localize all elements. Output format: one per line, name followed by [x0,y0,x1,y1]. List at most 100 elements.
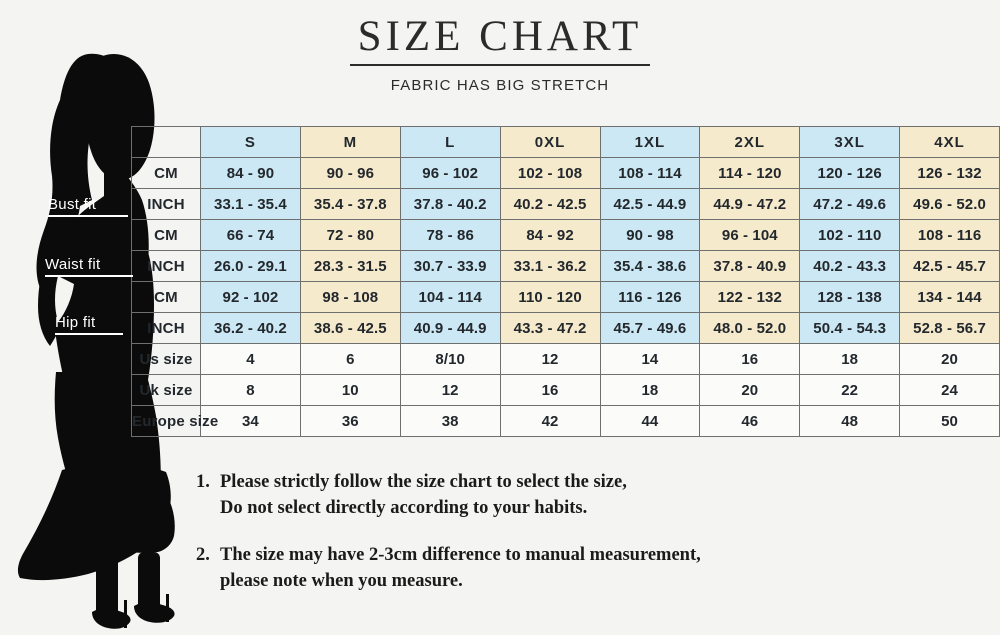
cell-waist-inch-4xl: 42.5 - 45.7 [899,250,1000,282]
cell-hip-inch-3xl: 50.4 - 54.3 [799,312,901,344]
row-label-waist-cm: CM [131,219,201,251]
cell-hip-inch-4xl: 52.8 - 56.7 [899,312,1000,344]
cell-us-us-size-1xl: 14 [599,343,701,375]
size-chart-table: S M L 0XL 1XL 2XL 3XL 4XL CM 84 - 90 90 - 96 96 - … [131,126,1000,437]
cell-us-us-size-0xl: 12 [499,343,601,375]
cell-hip-cm-m: 98 - 108 [299,281,401,313]
cell-bust-inch-s: 33.1 - 35.4 [200,188,301,220]
cell-us-us-size-4xl: 20 [899,343,1000,375]
note-1-line-1: Please strictly follow the size chart to… [220,472,627,492]
fit-label-bust-text: Bust fit [48,196,97,213]
note-2-line-2: please note when you measure. [220,570,463,591]
cell-hip-cm-1xl: 116 - 126 [599,281,701,313]
cell-hip-inch-s: 36.2 - 40.2 [200,312,301,344]
cell-bust-cm-0xl: 102 - 108 [499,157,601,189]
cell-hip-inch-0xl: 43.3 - 47.2 [499,312,601,344]
size-header-1xl: 1XL [599,126,701,158]
cell-waist-cm-0xl: 84 - 92 [499,219,601,251]
cell-hip-cm-4xl: 134 - 144 [899,281,1000,313]
cell-uk-uk-size-s: 8 [200,374,301,406]
cell-uk-uk-size-4xl: 24 [899,374,1000,406]
table-row: Uk size 8 10 12 16 18 20 22 24 [131,374,1000,406]
size-header-m: M [299,126,401,158]
cell-uk-uk-size-3xl: 22 [799,374,901,406]
cell-hip-inch-l: 40.9 - 44.9 [399,312,501,344]
table-row: Us size 4 6 8/10 12 14 16 18 20 [131,343,1000,375]
row-label-bust-inch: INCH [131,188,201,220]
cell-hip-cm-0xl: 110 - 120 [499,281,601,313]
row-label-hip-cm: CM [131,281,201,313]
cell-bust-inch-2xl: 44.9 - 47.2 [699,188,801,220]
cell-bust-cm-l: 96 - 102 [399,157,501,189]
cell-bust-cm-m: 90 - 96 [299,157,401,189]
cell-waist-cm-3xl: 102 - 110 [799,219,901,251]
table-row: CM 66 - 74 72 - 80 78 - 86 84 - 92 90 - 98 96 … [131,219,1000,251]
fit-label-waist-text: Waist fit [45,256,101,273]
size-header-4xl: 4XL [899,126,1000,158]
cell-hip-cm-s: 92 - 102 [200,281,301,313]
cell-eu-europe-size-0xl: 42 [499,405,601,437]
cell-bust-inch-l: 37.8 - 40.2 [399,188,501,220]
note-1: 1. Please strictly follow the size chart … [196,470,986,521]
cell-waist-cm-l: 78 - 86 [399,219,501,251]
cell-bust-cm-4xl: 126 - 132 [899,157,1000,189]
cell-hip-cm-l: 104 - 114 [399,281,501,313]
cell-uk-uk-size-l: 12 [399,374,501,406]
title-divider [350,64,650,67]
notes-section: 1. Please strictly follow the size chart … [196,470,986,616]
cell-eu-europe-size-3xl: 48 [799,405,901,437]
table-row: INCH 33.1 - 35.4 35.4 - 37.8 37.8 - 40.2 40.… [131,188,1000,220]
row-label-waist-inch: INCH [131,250,201,282]
cell-us-us-size-3xl: 18 [799,343,901,375]
cell-waist-inch-2xl: 37.8 - 40.9 [699,250,801,282]
row-label-uk-uk-size: Uk size [131,374,201,406]
cell-eu-europe-size-l: 38 [399,405,501,437]
size-header-3xl: 3XL [799,126,901,158]
title-block: SIZE CHART FABRIC HAS BIG STRETCH [0,14,1000,94]
note-1-line-2: Do not select directly according to your… [220,497,588,518]
cell-eu-europe-size-1xl: 44 [599,405,701,437]
cell-hip-inch-1xl: 45.7 - 49.6 [599,312,701,344]
row-label-eu-europe-size: Europe size [131,405,218,437]
table-row: CM 84 - 90 90 - 96 96 - 102 102 - 108 108 - 1… [131,157,1000,189]
table-corner-cell [131,126,201,158]
cell-eu-europe-size-4xl: 50 [899,405,1000,437]
cell-bust-inch-3xl: 47.2 - 49.6 [799,188,901,220]
cell-waist-cm-m: 72 - 80 [299,219,401,251]
cell-waist-inch-1xl: 35.4 - 38.6 [599,250,701,282]
table-header-row: S M L 0XL 1XL 2XL 3XL 4XL [131,126,1000,158]
cell-uk-uk-size-1xl: 18 [599,374,701,406]
cell-hip-inch-2xl: 48.0 - 52.0 [699,312,801,344]
cell-us-us-size-2xl: 16 [699,343,801,375]
cell-us-us-size-s: 4 [200,343,301,375]
cell-eu-europe-size-2xl: 46 [699,405,801,437]
cell-us-us-size-l: 8/10 [399,343,501,375]
table-row: CM 92 - 102 98 - 108 104 - 114 110 - 120 116 … [131,281,1000,313]
table-row: INCH 36.2 - 40.2 38.6 - 42.5 40.9 - 44.9 43.… [131,312,1000,344]
size-chart-table-container: S M L 0XL 1XL 2XL 3XL 4XL CM 84 - 90 90 - 96 96 - … [131,126,1000,437]
cell-uk-uk-size-2xl: 20 [699,374,801,406]
size-header-l: L [399,126,501,158]
cell-waist-inch-m: 28.3 - 31.5 [299,250,401,282]
cell-waist-inch-0xl: 33.1 - 36.2 [499,250,601,282]
cell-waist-inch-3xl: 40.2 - 43.3 [799,250,901,282]
cell-hip-cm-3xl: 128 - 138 [799,281,901,313]
cell-hip-inch-m: 38.6 - 42.5 [299,312,401,344]
cell-uk-uk-size-0xl: 16 [499,374,601,406]
size-header-s: S [200,126,301,158]
note-2-text: The size may have 2-3cm difference to ma… [220,543,701,594]
table-row: Europe size 34 36 38 42 44 46 48 50 [131,405,1000,437]
cell-bust-inch-0xl: 40.2 - 42.5 [499,188,601,220]
size-header-0xl: 0XL [499,126,601,158]
page-subtitle: FABRIC HAS BIG STRETCH [390,77,610,95]
cell-bust-inch-4xl: 49.6 - 52.0 [899,188,1000,220]
fit-label-bust-underline [48,215,128,217]
fit-label-hip-underline [55,333,123,335]
note-2: 2. The size may have 2-3cm difference to … [196,543,986,594]
table-row: INCH 26.0 - 29.1 28.3 - 31.5 30.7 - 33.9 33.… [131,250,1000,282]
cell-waist-cm-2xl: 96 - 104 [699,219,801,251]
cell-bust-inch-m: 35.4 - 37.8 [299,188,401,220]
fit-label-hip: Hip fit [55,314,123,335]
cell-bust-cm-2xl: 114 - 120 [699,157,801,189]
cell-us-us-size-m: 6 [299,343,401,375]
